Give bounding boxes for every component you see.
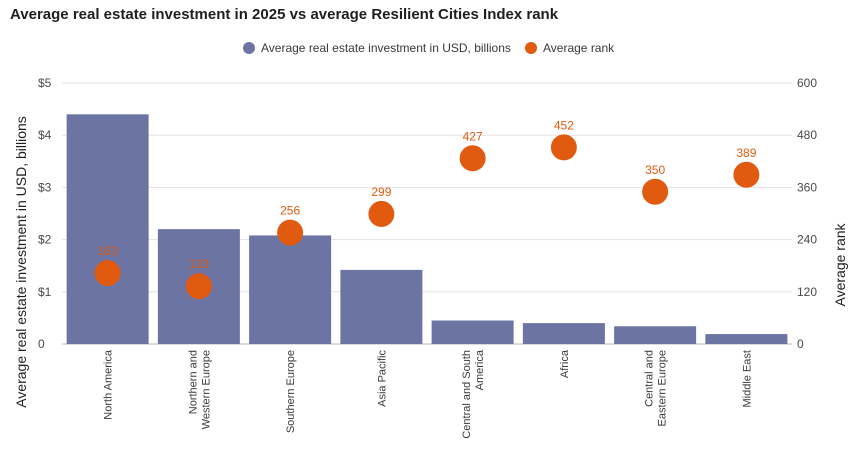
x-tick-label-line: Asia Pacific xyxy=(376,350,388,407)
rank-dot xyxy=(550,134,577,161)
chart-title: Average real estate investment in 2025 v… xyxy=(10,6,559,23)
y-left-tick-label: 0 xyxy=(38,337,45,351)
rank-dot xyxy=(459,145,486,172)
y-right-tick-label: 600 xyxy=(797,76,817,90)
y-right-tick-label: 240 xyxy=(797,233,817,247)
y-left-tick-label: $4 xyxy=(38,128,52,142)
y-right-tick-label: 0 xyxy=(797,337,804,351)
x-tick-label-line: Middle East xyxy=(741,350,753,407)
x-tick-label-line: Southern Europe xyxy=(285,350,297,433)
y-left-tick-label: $3 xyxy=(38,180,52,194)
x-tick-label-line: North America xyxy=(103,349,115,420)
rank-dot xyxy=(94,260,121,287)
rank-data-label: 299 xyxy=(371,185,391,199)
x-tick-label: North America xyxy=(103,349,115,420)
x-tick-label: Central and South America xyxy=(461,349,486,439)
bar xyxy=(340,269,423,344)
x-tick-label: Africa xyxy=(559,349,571,378)
rank-data-label: 389 xyxy=(736,146,756,160)
x-tick-label-line: Western Europe xyxy=(200,350,212,429)
x-tick-label-line: Central and xyxy=(644,350,656,407)
x-tick-label: Middle East xyxy=(741,350,753,407)
y-right-tick-label: 120 xyxy=(797,285,817,299)
y-left-axis-title: Average real estate investment in USD, b… xyxy=(13,116,29,408)
rank-data-label: 133 xyxy=(189,257,209,271)
x-tick-label-line: America xyxy=(474,349,486,390)
rank-data-label: 256 xyxy=(280,204,300,218)
rank-data-label: 427 xyxy=(463,129,483,143)
rank-data-label: 350 xyxy=(645,163,665,177)
x-tick-label-line: Africa xyxy=(559,349,571,378)
legend-rank-label: Average rank xyxy=(543,41,615,55)
rank-data-label: 452 xyxy=(554,118,574,132)
rank-dot xyxy=(368,200,395,227)
bar xyxy=(614,326,697,344)
y-left-tick-label: $1 xyxy=(38,285,52,299)
x-tick-label: Central and Eastern Europe xyxy=(644,350,669,426)
y-right-tick-label: 360 xyxy=(797,180,817,194)
rank-dot xyxy=(185,273,212,300)
y-right-tick-label: 480 xyxy=(797,128,817,142)
x-tick-label: Northern and Western Europe xyxy=(187,350,212,429)
rank-data-label: 163 xyxy=(98,244,118,258)
x-tick-label-line: Northern and xyxy=(187,350,199,414)
y-left-tick-label: $5 xyxy=(38,76,52,90)
rank-dot xyxy=(642,178,669,205)
rank-dot xyxy=(733,161,760,188)
x-tick-label: Asia Pacific xyxy=(376,350,388,407)
legend-bar-label: Average real estate investment in USD, b… xyxy=(261,41,511,55)
x-tick-label-line: Eastern Europe xyxy=(657,350,669,426)
legend-bar-marker xyxy=(243,42,255,54)
rank-dot xyxy=(277,219,304,246)
legend-rank-marker xyxy=(525,42,537,54)
bar xyxy=(66,114,149,344)
x-tick-label-line: Central and South xyxy=(461,350,473,439)
y-right-axis-title: Average rank xyxy=(832,222,848,306)
y-left-tick-label: $2 xyxy=(38,233,52,247)
bar xyxy=(431,320,514,344)
bar xyxy=(249,235,332,344)
x-tick-label: Southern Europe xyxy=(285,350,297,433)
bar xyxy=(705,334,788,344)
bar xyxy=(522,323,605,344)
